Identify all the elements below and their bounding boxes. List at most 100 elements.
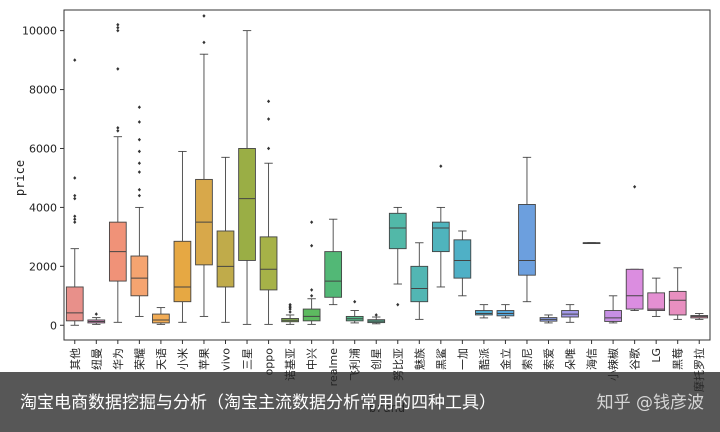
box-29 bbox=[668, 267, 687, 320]
x-tick-label: 索爱 bbox=[542, 348, 556, 370]
iqr-box bbox=[302, 308, 321, 322]
box-2 bbox=[87, 312, 106, 325]
outlier-point bbox=[116, 25, 120, 30]
x-tick-label: 金立 bbox=[498, 348, 512, 370]
box-11 bbox=[281, 302, 299, 325]
iqr-box bbox=[152, 313, 170, 324]
iqr-box bbox=[216, 230, 235, 288]
box-24 bbox=[561, 304, 579, 323]
outlier-point bbox=[353, 299, 357, 304]
plot-area-frame bbox=[63, 9, 711, 341]
box-8 bbox=[216, 156, 235, 323]
box-16 bbox=[388, 206, 407, 307]
box-4 bbox=[130, 105, 149, 317]
iqr-box bbox=[431, 221, 450, 253]
outlier-point bbox=[439, 164, 443, 168]
iqr-box bbox=[647, 292, 666, 311]
outlier-point bbox=[73, 193, 77, 198]
x-tick-label: 魅族 bbox=[412, 348, 426, 370]
x-tick-label: 创星 bbox=[370, 348, 383, 370]
x-tick-label: 黑鲨 bbox=[435, 348, 448, 370]
outlier-point bbox=[73, 196, 77, 201]
x-axis: 其他 纽曼 华为 荣耀 天语 小米 苹果 vivo 三星 oppo 诺基亚 中兴 realme 飞利浦 创星… bbox=[69, 340, 706, 392]
outlier-point bbox=[116, 126, 120, 130]
x-tick-label: 黑莓 bbox=[672, 348, 685, 370]
outlier-point bbox=[94, 312, 98, 316]
outlier-point bbox=[137, 137, 141, 142]
iqr-box bbox=[173, 240, 192, 303]
outlier-point bbox=[116, 67, 120, 71]
y-tick-label: 2000 bbox=[29, 260, 57, 273]
box-25 bbox=[582, 242, 601, 245]
y-tick-label: 8000 bbox=[29, 84, 57, 97]
x-tick-label: vivo bbox=[220, 348, 233, 371]
x-tick-label: 苹果 bbox=[197, 348, 211, 370]
box-9 bbox=[238, 30, 256, 325]
box-19 bbox=[453, 230, 472, 297]
iqr-box bbox=[238, 148, 256, 261]
boxes bbox=[65, 14, 709, 326]
outlier-point bbox=[137, 161, 141, 166]
box-7 bbox=[195, 14, 213, 317]
outlier-point bbox=[310, 288, 314, 292]
caption-banner: 淘宝电商数据挖掘与分析（淘宝主流数据分析常用的四种工具） 知乎 @钱彦波 bbox=[0, 372, 720, 432]
iqr-box bbox=[410, 265, 429, 303]
box-23 bbox=[539, 314, 558, 324]
iqr-box bbox=[388, 212, 407, 250]
y-axis: 0 2000 4000 6000 8000 10000 bbox=[22, 25, 64, 332]
zhihu-watermark: 知乎 @钱彦波 bbox=[596, 393, 704, 413]
x-tick-label: 华为 bbox=[111, 348, 125, 370]
iqr-box bbox=[324, 251, 343, 298]
box-21 bbox=[496, 304, 515, 319]
outlier-point bbox=[310, 220, 314, 224]
outlier-point bbox=[202, 40, 206, 45]
y-axis-label: price bbox=[13, 160, 27, 196]
x-tick-label: 海信 bbox=[585, 348, 599, 370]
iqr-box bbox=[453, 239, 472, 279]
box-13 bbox=[324, 218, 343, 306]
x-tick-label: 谷歌 bbox=[628, 348, 642, 370]
x-tick-label: LG bbox=[650, 348, 663, 363]
box-18 bbox=[431, 164, 450, 288]
iqr-box bbox=[475, 310, 493, 316]
y-tick-label: 10000 bbox=[22, 25, 57, 38]
box-15 bbox=[367, 313, 386, 325]
x-tick-label: 其他 bbox=[69, 348, 82, 370]
outlier-point bbox=[288, 302, 292, 307]
iqr-box bbox=[259, 236, 278, 291]
x-tick-label: 小米 bbox=[176, 348, 189, 370]
outlier-point bbox=[288, 310, 292, 314]
outlier-point bbox=[633, 184, 637, 189]
box-1 bbox=[65, 58, 84, 326]
box-10 bbox=[259, 99, 278, 325]
x-tick-label: 纽曼 bbox=[89, 348, 103, 370]
outlier-point bbox=[73, 220, 77, 224]
iqr-box bbox=[518, 204, 536, 276]
iqr-box bbox=[604, 310, 622, 322]
box-5 bbox=[152, 307, 170, 325]
y-tick-label: 4000 bbox=[29, 201, 57, 214]
outlier-point bbox=[116, 28, 120, 33]
box-14 bbox=[345, 299, 364, 324]
y-tick-label: 0 bbox=[50, 319, 57, 332]
box-20 bbox=[475, 304, 493, 319]
box-27 bbox=[625, 184, 644, 311]
outlier-point bbox=[266, 146, 271, 151]
x-tick-label: 三星 bbox=[241, 348, 254, 370]
x-tick-label: 一加 bbox=[456, 348, 469, 370]
iqr-box bbox=[668, 290, 687, 316]
box-30 bbox=[690, 313, 709, 320]
iqr-box bbox=[65, 286, 84, 322]
box-22 bbox=[518, 156, 536, 303]
outlier-point bbox=[73, 58, 77, 62]
outlier-point bbox=[374, 313, 378, 317]
outlier-point bbox=[137, 170, 141, 174]
iqr-box bbox=[625, 268, 644, 310]
banner-title: 淘宝电商数据挖掘与分析（淘宝主流数据分析常用的四种工具） bbox=[20, 393, 496, 413]
outlier-point bbox=[202, 14, 206, 18]
outlier-point bbox=[116, 22, 120, 27]
x-tick-label: 酷派 bbox=[478, 348, 491, 370]
box-26 bbox=[604, 295, 622, 324]
box-12 bbox=[302, 220, 321, 325]
